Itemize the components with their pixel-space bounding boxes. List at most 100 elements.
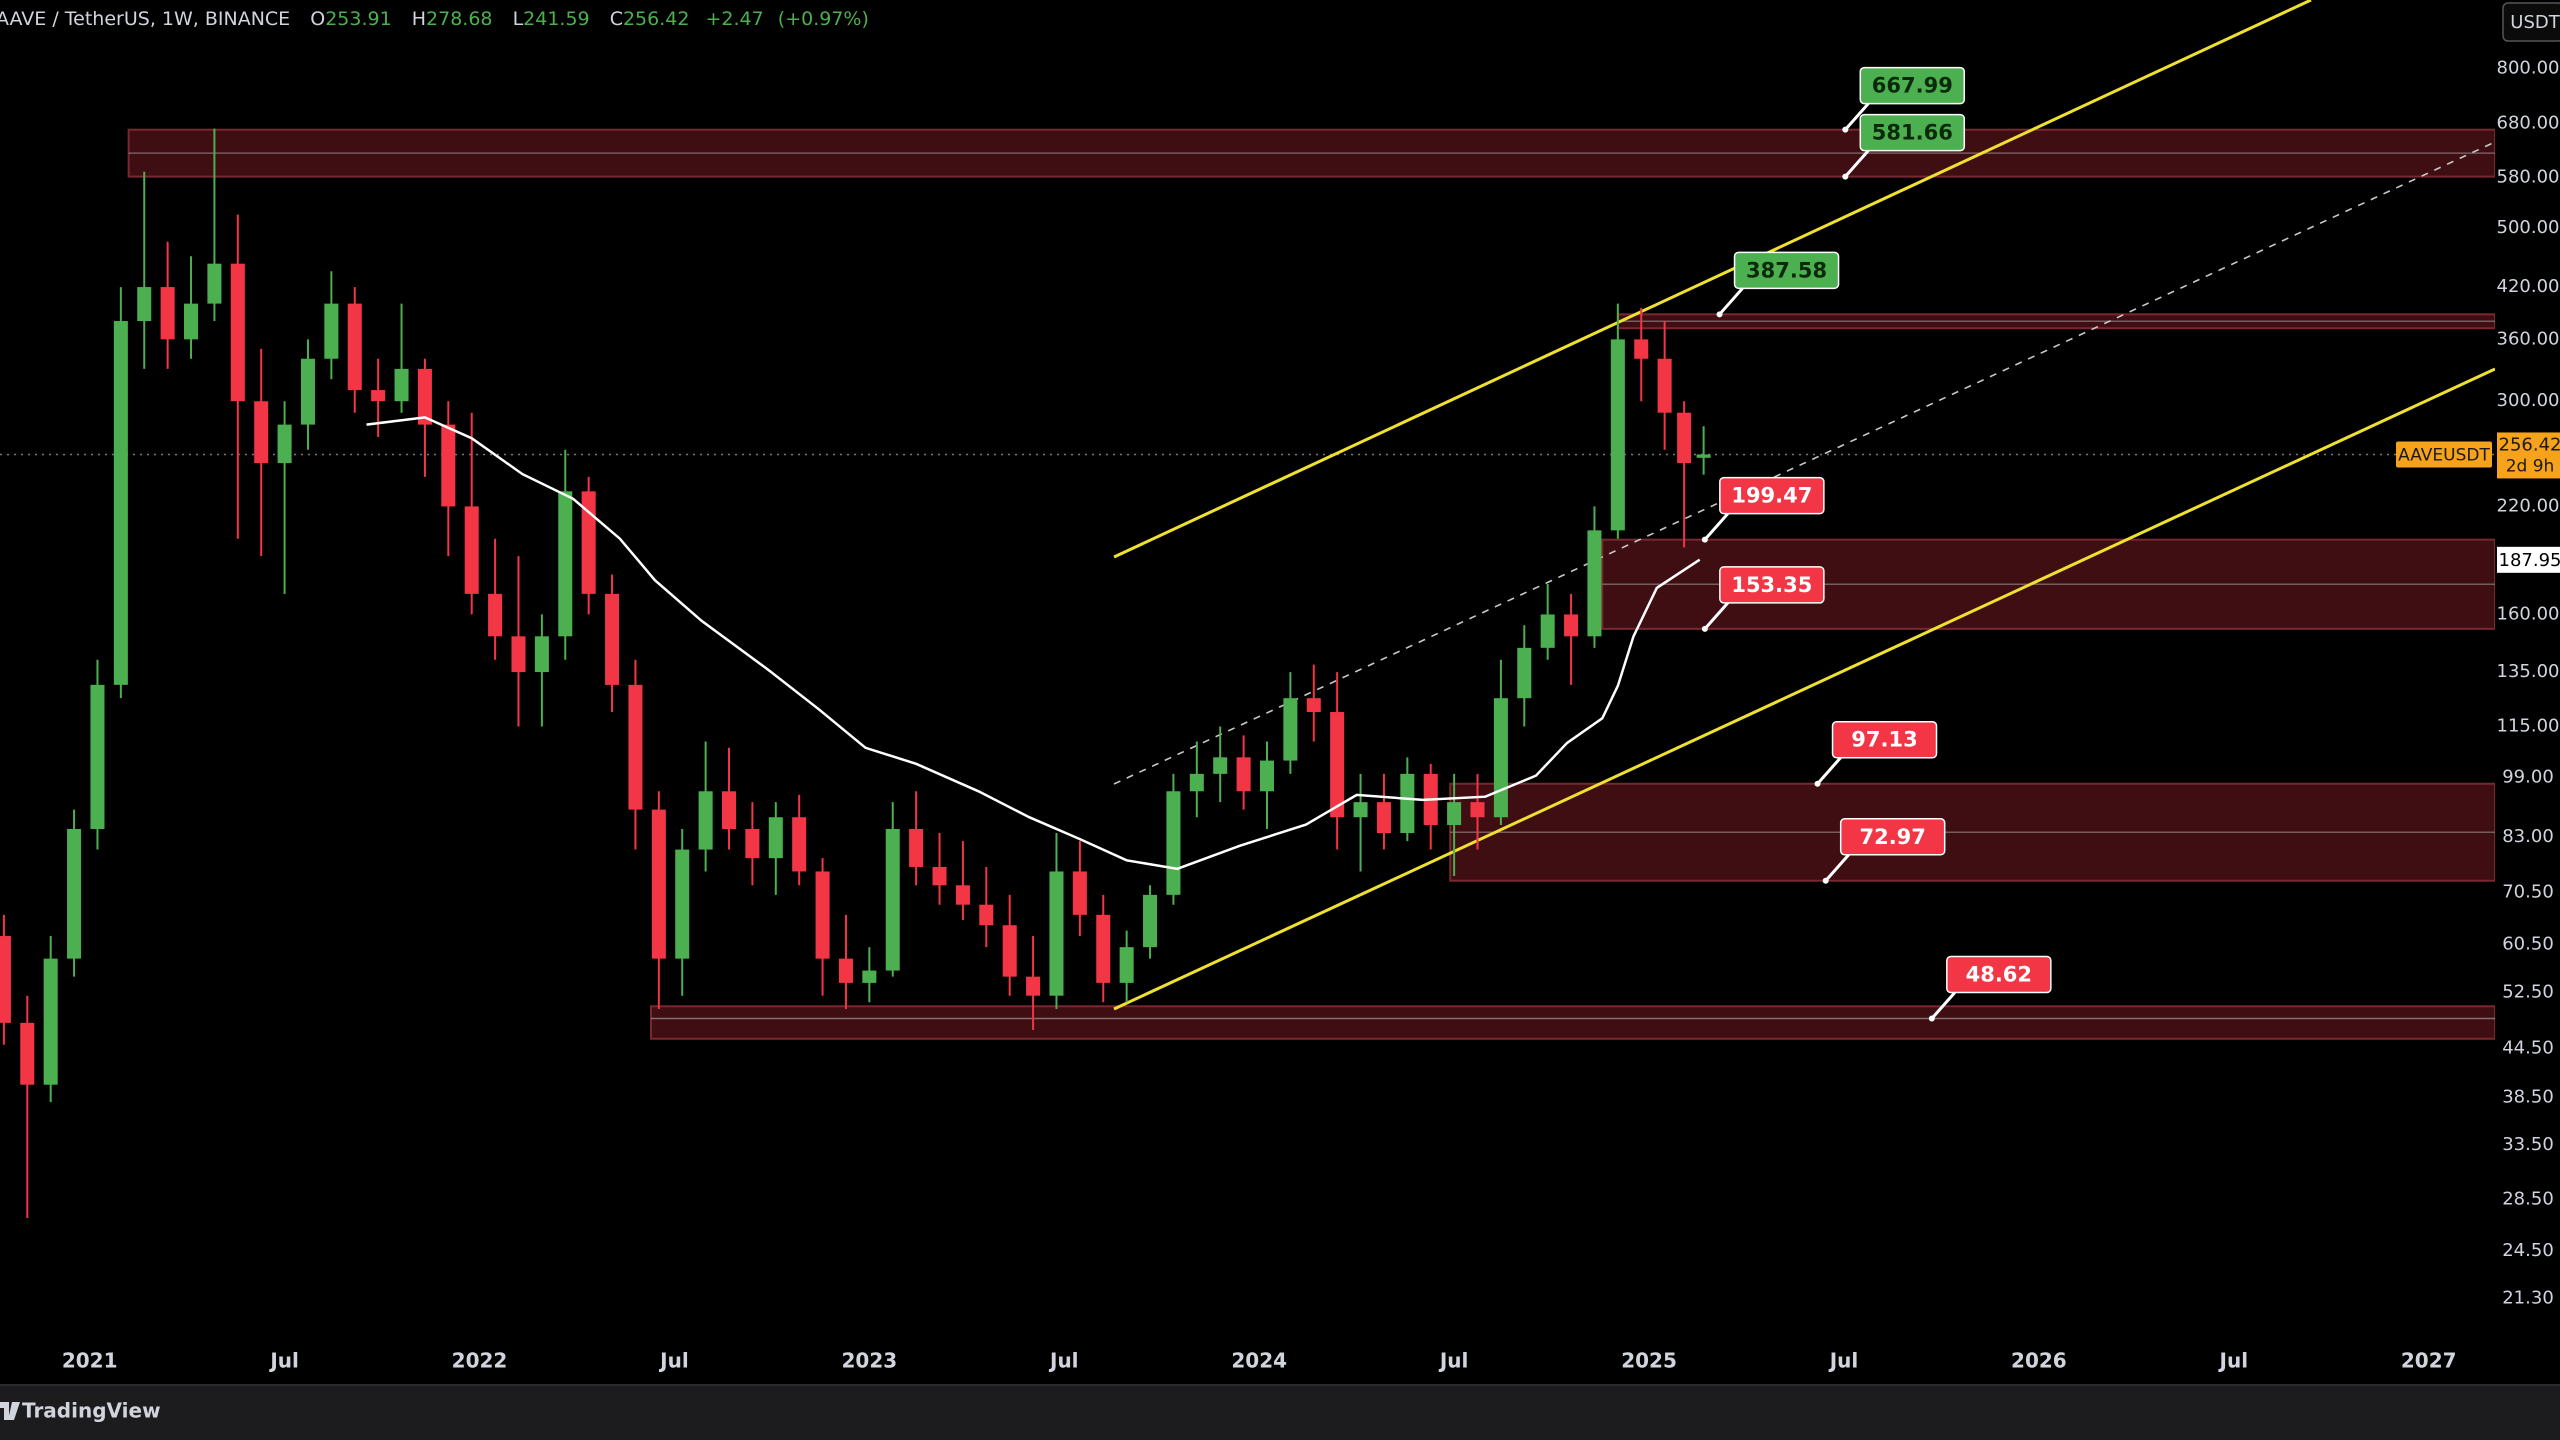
brand-name[interactable]: TradingView	[22, 1399, 161, 1423]
channel-upper	[1113, 0, 2312, 559]
candle-body	[1696, 454, 1711, 458]
callout-pointer	[1824, 853, 1850, 882]
callout-box	[1733, 251, 1840, 290]
zone	[127, 128, 2496, 178]
candle-body	[1213, 757, 1228, 774]
callout-tip	[1814, 780, 1821, 787]
candle-body	[1306, 698, 1321, 713]
x-tick-label: Jul	[658, 1349, 689, 1373]
x-tick-label: Jul	[268, 1349, 299, 1373]
y-tick-label: 83.00	[2502, 826, 2554, 847]
candle-body	[534, 636, 549, 673]
channel-lower	[1113, 367, 2496, 1011]
candle-body	[184, 303, 199, 340]
y-tick-label: 220.00	[2497, 495, 2560, 516]
y-tick-label: 70.50	[2502, 881, 2554, 902]
y-tick-label: 115.00	[2497, 715, 2560, 736]
moving-average	[366, 416, 1701, 871]
channel-mid	[1113, 141, 2496, 785]
candle-body	[721, 791, 737, 829]
candle-body	[1119, 947, 1134, 983]
candle-body	[160, 287, 175, 340]
callout-pointer	[1703, 601, 1729, 630]
y-tick-label: 52.50	[2502, 981, 2554, 1002]
candle-body	[137, 287, 152, 322]
callout-tip	[1842, 173, 1849, 180]
candle-body	[394, 368, 409, 402]
candle-body	[1166, 791, 1181, 895]
y-tick-label: 300.00	[2497, 390, 2560, 411]
candle-body	[417, 368, 432, 425]
candles-layer	[0, 128, 1711, 1219]
low-value: 241.59	[523, 8, 589, 30]
candle-body	[581, 491, 596, 594]
candle-body	[511, 636, 526, 673]
candle-body	[207, 263, 222, 304]
y-tick-label: 33.50	[2502, 1134, 2554, 1155]
callout-box	[1719, 476, 1825, 515]
callout-label: 581.66	[1872, 121, 1953, 145]
candle-body	[441, 424, 456, 507]
candle-body	[324, 303, 339, 359]
symbol-box	[2396, 441, 2492, 468]
callout-tip	[1842, 126, 1849, 133]
marker-price-label: 187.95	[2499, 550, 2560, 571]
y-tick-label: 24.50	[2502, 1240, 2554, 1261]
callout-tip	[1928, 1015, 1935, 1022]
candle-body	[675, 849, 690, 959]
callout-pointer	[1844, 102, 1870, 131]
callout-pointer	[1703, 512, 1729, 541]
candle-body	[300, 358, 315, 425]
candle-body	[1072, 871, 1087, 915]
candle-body	[1447, 802, 1462, 826]
labels-layer: 667.99 581.66 387.58 199.47 153.35 97.13 72.97…	[1701, 66, 2052, 1022]
y-tick-label: 800.00	[2497, 57, 2560, 78]
candle-body	[862, 970, 877, 983]
candle-body	[1236, 757, 1251, 792]
last-price-label: 256.42	[2499, 434, 2560, 455]
callout-tip	[1822, 877, 1829, 884]
candle-body	[113, 321, 128, 685]
symbol-title: AAVE / TetherUS, 1W, BINANCE	[0, 8, 290, 30]
candle-body	[1330, 712, 1345, 818]
candle-body	[254, 401, 269, 464]
callout-box	[1946, 955, 2052, 994]
candle-body	[1493, 698, 1508, 818]
callout-pointer	[1844, 149, 1870, 178]
candle-body	[815, 871, 830, 959]
callout-label: 199.47	[1731, 484, 1812, 508]
y-tick-label: 99.00	[2502, 766, 2554, 787]
candle-body	[1564, 614, 1579, 637]
x-tick-label: 2025	[1621, 1349, 1677, 1373]
candle-body	[979, 904, 994, 926]
candle-body	[1657, 358, 1672, 413]
callout-tip	[1701, 625, 1708, 632]
open-label: O	[310, 8, 325, 30]
candle-body	[347, 303, 362, 391]
x-tick-label: Jul	[1048, 1349, 1079, 1373]
y-tick-label: 360.00	[2497, 328, 2560, 349]
candle-body	[1002, 925, 1017, 977]
callout-pointer	[1718, 287, 1744, 316]
y-tick-label: 60.50	[2502, 933, 2554, 954]
candle-body	[1610, 339, 1625, 531]
high-label: H	[412, 8, 426, 30]
marker-price-box	[2497, 546, 2560, 573]
callout-box	[1859, 113, 1966, 152]
callout-label: 48.62	[1966, 962, 2032, 986]
countdown-label: 2d 9h	[2506, 456, 2555, 476]
y-tick-label: 580.00	[2497, 167, 2560, 188]
candle-body	[0, 936, 11, 1023]
candle-body	[1677, 412, 1692, 464]
candle-body	[230, 263, 245, 402]
candle-body	[464, 506, 479, 594]
change-pct: (+0.97%)	[778, 8, 869, 30]
candle-body	[698, 791, 713, 850]
last-price-box	[2497, 432, 2560, 479]
axis-layer: 800.00 680.00 580.00 500.00 420.00 360.00 300.…	[62, 0, 2560, 1385]
y-tick-label: 21.30	[2502, 1287, 2554, 1308]
candle-body	[67, 828, 82, 959]
bottom-bar: TradingView	[0, 1384, 2560, 1440]
x-tick-label: Jul	[1438, 1349, 1469, 1373]
